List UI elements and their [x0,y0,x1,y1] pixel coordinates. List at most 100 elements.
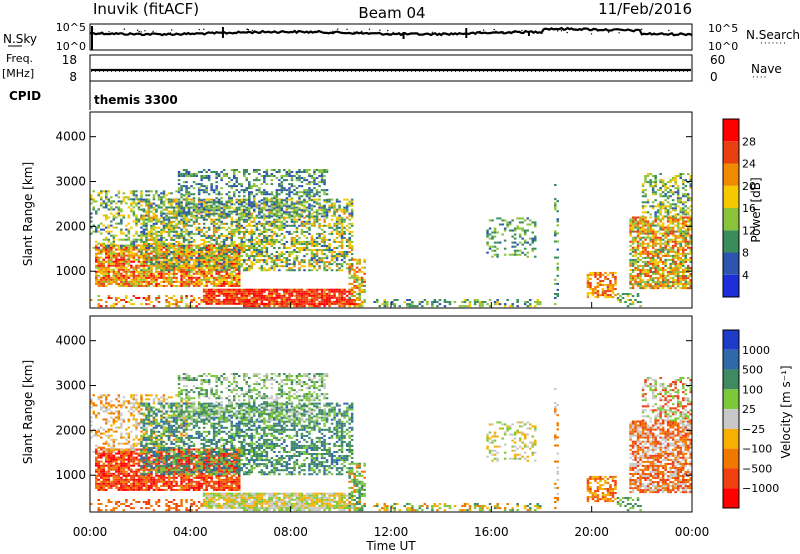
power-cell [328,267,331,270]
power-cell [300,259,304,262]
power-cell [112,200,116,203]
power-cell [333,206,336,209]
power-cell [258,245,261,248]
power-cell [200,199,203,202]
power-cell [270,234,274,237]
power-cell [167,259,171,262]
power-cell [265,198,269,201]
power-cell [250,305,254,308]
power-cell [295,288,299,291]
power-cell [205,254,208,257]
power-cell [285,171,289,174]
power-cell [167,202,171,205]
power-cell [340,300,344,303]
power-cell [217,276,221,279]
power-cell [323,236,326,239]
power-cell [315,294,319,297]
power-cell [629,234,632,237]
power-cell [360,276,364,279]
power-cell [265,204,269,207]
power-cell [160,222,163,225]
power-cell [117,272,121,275]
power-cell [308,207,311,210]
power-cell [268,224,271,227]
power-cell [197,197,201,200]
power-cell [215,209,218,212]
power-cell [330,259,334,262]
power-cell [644,220,647,223]
power-cell [207,270,211,273]
power-cell [162,276,166,279]
power-cell [172,276,176,279]
power-cell [338,255,341,258]
power-cell [210,276,213,279]
power-cell [325,296,329,299]
power-cell [360,288,364,291]
power-cell [180,196,183,199]
power-cell [303,290,306,293]
power-cell [132,192,136,195]
power-cell [258,243,261,246]
power-cell [248,185,251,188]
power-cell [90,198,93,201]
power-cell [253,257,256,260]
power-cell [258,240,261,243]
power-cell [127,274,131,277]
power-cell [265,305,269,308]
power-cell [132,266,136,269]
power-cell [641,252,645,255]
power-cell [130,204,133,207]
power-cell [315,290,319,293]
power-cell [300,228,304,231]
power-cell [265,251,269,254]
power-cell [162,224,166,227]
power-cell [185,214,188,217]
power-cell [250,292,254,295]
power-cell [243,201,246,204]
power-cell [132,248,136,251]
power-cell [233,256,236,259]
power-cell [641,216,645,219]
power-cell [220,257,223,260]
power-cell [488,227,492,230]
power-cell [330,226,334,229]
power-cell [340,288,344,291]
power-cell [275,195,279,198]
power-cell [228,257,231,260]
power-cell [112,280,116,283]
power-cell [230,169,234,172]
power-cell [323,298,326,301]
power-cell [217,269,221,272]
power-cell [358,286,361,289]
power-cell [90,299,93,302]
power-cell [102,268,106,271]
power-cell [235,272,239,275]
power-cell [644,232,647,235]
power-cell [303,177,306,180]
power-cell [162,245,166,248]
power-cell [248,292,251,295]
power-cell [102,264,106,267]
power-cell [225,216,229,219]
power-cell [303,189,306,192]
power-cell [641,240,645,243]
power-cell [353,303,356,306]
power-cell [205,274,208,277]
power-cell [228,274,231,277]
nave-tick-bottom: 0 [710,70,718,84]
power-cell [353,305,356,308]
power-cell [641,267,645,270]
power-cell [95,240,98,243]
power-cell [165,208,168,211]
power-cell [463,305,467,308]
power-cell [140,200,143,203]
power-cell [212,256,216,259]
power-cell [217,280,221,283]
power-cell [190,278,193,281]
power-cell [323,169,326,172]
power-cell [145,232,148,235]
power-cell [253,247,256,250]
power-cell [230,212,234,215]
power-cell [207,226,211,229]
power-cell [187,187,191,190]
